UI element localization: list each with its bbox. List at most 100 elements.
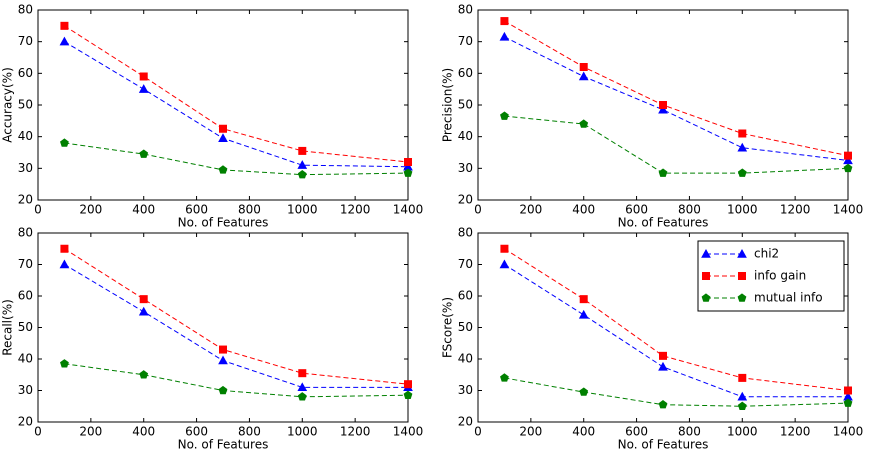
x-tick-label: 1400 (393, 425, 424, 439)
marker-pentagon (579, 387, 589, 396)
y-axis-label: FScore(%) (441, 297, 455, 358)
y-tick-label: 70 (458, 34, 473, 48)
x-tick-label: 600 (185, 203, 208, 217)
series-line (504, 377, 849, 407)
subplot: 0 200 400 600 800 1000 1200 1400 20 30 40 50 60 70 80 N… (441, 3, 864, 230)
marker-square (298, 146, 307, 155)
marker-pentagon (500, 111, 509, 120)
x-tick-label: 200 (519, 425, 542, 439)
marker-pentagon (218, 385, 228, 395)
y-tick-label: 50 (458, 320, 473, 334)
series-line (64, 41, 409, 168)
x-tick-label: 0 (474, 425, 482, 439)
y-tick-label: 30 (18, 383, 33, 397)
x-tick-label: 1200 (340, 425, 371, 439)
marker-pentagon (737, 168, 747, 177)
marker-triangle (578, 309, 589, 319)
marker-triangle (499, 259, 510, 269)
marker-triangle (737, 248, 747, 258)
marker-pentagon (139, 149, 149, 158)
marker-pentagon (843, 398, 853, 407)
y-tick-label: 40 (18, 129, 33, 143)
marker-square (702, 272, 710, 280)
marker-triangle (499, 31, 510, 41)
marker-triangle (658, 361, 668, 371)
legend-label: chi2 (754, 247, 779, 261)
marker-triangle (218, 355, 228, 365)
marker-square (404, 158, 412, 166)
y-tick-label: 50 (18, 98, 33, 112)
series-line (64, 142, 409, 176)
y-tick-label: 60 (458, 289, 473, 303)
y-tick-label: 30 (458, 383, 473, 397)
y-tick-label: 80 (18, 3, 33, 17)
subplot: 0 200 400 600 800 1000 1200 1400 20 30 40 50 60 70 80 N… (441, 226, 864, 452)
marker-square (298, 369, 307, 378)
marker-square (738, 272, 746, 280)
marker-square (500, 17, 509, 26)
marker-square (404, 380, 412, 389)
y-tick-label: 40 (458, 352, 473, 366)
y-tick-label: 70 (18, 34, 33, 48)
marker-square (139, 295, 148, 304)
y-axis-label: Recall(%) (1, 299, 15, 356)
x-axis-label: No. of Features (178, 216, 269, 230)
marker-square (659, 351, 667, 360)
marker-pentagon (403, 390, 413, 399)
x-axis-label: No. of Features (618, 216, 709, 230)
marker-triangle (578, 71, 589, 81)
x-tick-label: 1200 (780, 203, 811, 217)
marker-pentagon (658, 400, 668, 409)
x-tick-label: 800 (238, 203, 261, 217)
x-tick-label: 1400 (833, 203, 864, 217)
x-axis-label: No. of Features (618, 438, 709, 452)
marker-square (738, 373, 747, 382)
marker-triangle (701, 248, 711, 258)
x-tick-label: 400 (132, 425, 155, 439)
x-tick-label: 1000 (287, 425, 318, 439)
marker-square (139, 72, 148, 81)
y-tick-label: 60 (18, 66, 33, 80)
y-tick-label: 60 (18, 289, 33, 303)
series-line (504, 36, 849, 161)
y-tick-label: 20 (458, 193, 473, 207)
marker-square (219, 124, 227, 133)
marker-square (500, 244, 509, 253)
y-tick-label: 40 (18, 352, 33, 366)
y-tick-label: 60 (458, 66, 473, 80)
x-tick-label: 200 (79, 425, 102, 439)
x-tick-label: 200 (79, 203, 102, 217)
marker-triangle (59, 36, 70, 46)
y-tick-label: 20 (18, 193, 33, 207)
y-tick-label: 40 (458, 129, 473, 143)
marker-pentagon (579, 119, 589, 128)
marker-pentagon (297, 170, 307, 179)
x-tick-label: 400 (572, 425, 595, 439)
y-tick-label: 20 (18, 415, 33, 429)
y-axis-label: Accuracy(%) (1, 67, 15, 143)
x-tick-label: 600 (625, 425, 648, 439)
x-tick-label: 1000 (727, 425, 758, 439)
marker-triangle (218, 133, 228, 142)
series-line (504, 20, 849, 157)
subplot: 0 200 400 600 800 1000 1200 1400 20 30 40 50 60 70 80 N… (1, 226, 424, 452)
x-tick-label: 0 (34, 203, 42, 217)
marker-triangle (297, 160, 308, 169)
y-tick-label: 80 (18, 226, 33, 240)
x-tick-label: 1000 (727, 203, 758, 217)
y-tick-label: 20 (458, 415, 473, 429)
y-tick-label: 80 (458, 226, 473, 240)
marker-pentagon (737, 401, 747, 410)
marker-pentagon (60, 138, 69, 147)
marker-pentagon (60, 359, 69, 368)
marker-square (60, 244, 69, 253)
marker-triangle (843, 155, 853, 165)
marker-triangle (297, 382, 308, 392)
series-line (504, 115, 849, 174)
legend-label: mutual info (754, 291, 823, 305)
x-tick-label: 600 (185, 425, 208, 439)
marker-pentagon (218, 165, 228, 174)
x-tick-label: 1400 (393, 203, 424, 217)
y-tick-label: 30 (458, 161, 473, 175)
